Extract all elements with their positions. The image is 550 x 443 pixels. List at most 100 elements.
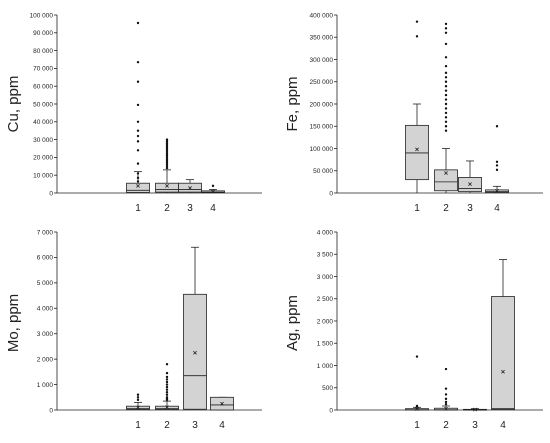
panel-1: 0 10 000 20 000 30 000 40 000 50 000 60 000 70 … [5, 12, 262, 214]
mean-marker [415, 147, 419, 152]
outlier-point [444, 93, 448, 97]
outlier-point [415, 20, 419, 23]
y-tick-label: 60 000 [33, 84, 53, 91]
category-label: 3 [192, 420, 198, 431]
outlier-point [415, 355, 419, 358]
category-label: 3 [472, 420, 478, 431]
y-tick-label: 30 000 [33, 137, 53, 144]
outlier-point [136, 103, 140, 107]
mean-marker [415, 407, 419, 411]
y-tick-label: 5 000 [37, 280, 54, 287]
outlier-point [444, 31, 448, 34]
outlier-point [165, 157, 169, 161]
outlier-point [165, 147, 169, 150]
y-tick-label: 20 000 [33, 155, 53, 162]
panel-2: 0 50 000 100 000 150 000 200 000 250 000 300 0… [284, 12, 543, 214]
outlier-point [136, 176, 140, 180]
box-2 [434, 22, 458, 193]
category-label: 2 [164, 203, 170, 214]
mean-marker [211, 189, 215, 194]
y-tick-label: 1 000 [37, 382, 54, 389]
y-tick-label: 2 000 [317, 318, 334, 325]
outlier-point [136, 149, 140, 152]
y-tick-label: 4 000 [317, 229, 334, 236]
outlier-point [444, 98, 448, 101]
box-4 [485, 125, 509, 193]
box-3 [458, 160, 482, 193]
outlier-point [415, 405, 419, 408]
category-label: 1 [135, 420, 141, 431]
mean-marker [165, 183, 169, 188]
outlier-point [444, 120, 448, 124]
y-tick-label: 3 000 [37, 331, 54, 338]
mean-marker [501, 369, 505, 374]
outlier-point [165, 152, 169, 156]
y-tick-label: 0 [49, 190, 53, 197]
outlier-point [444, 80, 448, 83]
outlier-point [415, 35, 419, 38]
outlier-point [444, 76, 448, 79]
box-2 [434, 367, 458, 411]
outlier-point [136, 120, 140, 124]
category-label: 4 [210, 203, 216, 214]
mean-marker [136, 405, 140, 410]
outlier-point [165, 385, 169, 389]
outlier-point [444, 71, 448, 75]
outlier-point [165, 143, 169, 147]
outlier-point [165, 145, 169, 148]
outlier-point [444, 397, 448, 401]
category-label: 2 [443, 420, 449, 431]
outlier-point [136, 80, 140, 83]
y-tick-label: 50 000 [33, 101, 53, 108]
y-tick-label: 100 000 [30, 12, 54, 19]
mean-marker [165, 405, 169, 410]
outlier-point [444, 56, 448, 59]
outlier-point [136, 393, 140, 396]
outlier-point [165, 391, 169, 394]
outlier-point [495, 164, 499, 167]
y-axis-label: Ag, ppm [284, 295, 301, 351]
y-axis-label: Fe, ppm [284, 76, 301, 131]
outlier-point [444, 42, 448, 46]
outlier-point [136, 60, 140, 64]
category-label: 3 [187, 203, 193, 214]
outlier-point [165, 166, 169, 170]
category-label: 4 [219, 420, 225, 431]
y-tick-label: 0 [49, 407, 53, 414]
box-iqr [405, 124, 429, 181]
outlier-point [165, 165, 169, 168]
outlier-point [444, 27, 448, 30]
mean-marker [193, 350, 197, 355]
box-1 [126, 21, 150, 193]
y-tick-label: 3 000 [317, 274, 334, 281]
outlier-point [165, 375, 169, 379]
outlier-point [495, 160, 499, 164]
outlier-point [444, 125, 448, 128]
outlier-point [165, 378, 169, 381]
box-3 [183, 246, 207, 410]
y-tick-label: 250 000 [310, 79, 334, 86]
box-2 [155, 363, 179, 410]
y-tick-label: 400 000 [310, 12, 334, 19]
y-tick-label: 4 000 [37, 306, 54, 313]
y-tick-label: 300 000 [310, 57, 334, 64]
y-tick-label: 0 [329, 190, 333, 197]
y-tick-label: 7 000 [37, 229, 54, 236]
category-label: 1 [414, 203, 420, 214]
outlier-point [136, 396, 140, 399]
y-tick-label: 1 000 [317, 363, 334, 370]
box-3 [463, 407, 487, 412]
y-axis-label: Cu, ppm [5, 76, 22, 133]
outlier-point [444, 387, 448, 390]
outlier-point [165, 138, 169, 141]
category-label: 1 [135, 203, 141, 214]
box-iqr [491, 296, 515, 410]
y-tick-label: 200 000 [310, 101, 334, 108]
panel-3: 0 1 000 2 000 3 000 4 000 5 000 6 000 7 000 Mo, … [5, 229, 262, 431]
y-tick-label: 2 500 [317, 296, 334, 303]
outlier-point [444, 102, 448, 106]
box-4 [210, 396, 234, 411]
mean-marker [444, 171, 448, 175]
outlier-point [165, 371, 169, 375]
outlier-point [165, 150, 169, 154]
